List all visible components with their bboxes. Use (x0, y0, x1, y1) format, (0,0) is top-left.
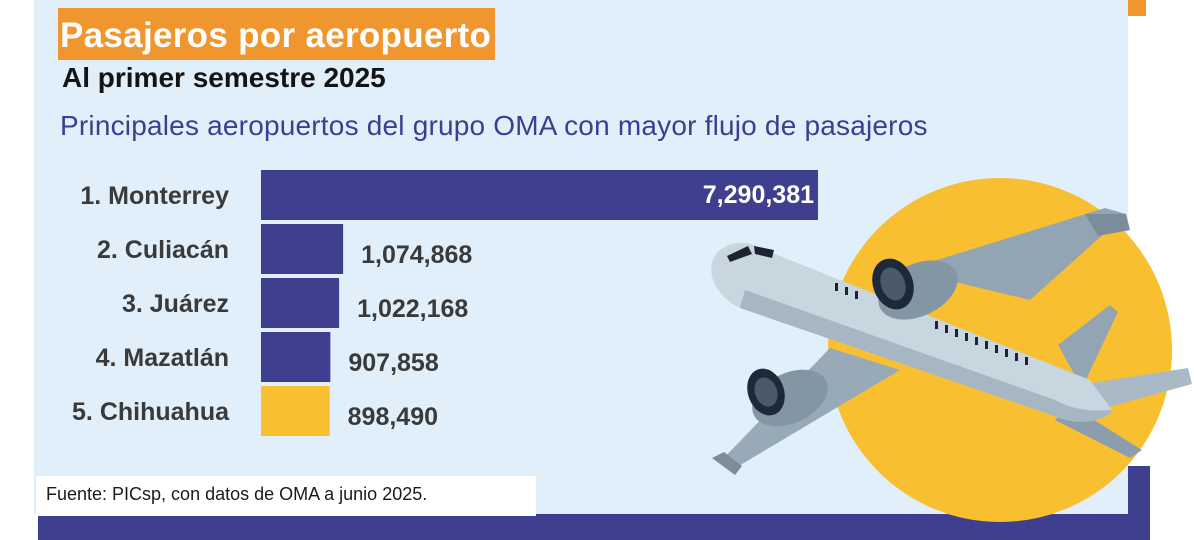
page-subtitle: Al primer semestre 2025 (62, 62, 386, 93)
title-banner: Pasajeros por aeropuerto (58, 8, 496, 60)
category-label-5: 5. Chihuahua (72, 398, 230, 426)
bar-5 (261, 386, 330, 436)
value-label-1: 7,290,381 (703, 181, 814, 209)
bar-4 (261, 332, 331, 382)
value-label-3: 1,022,168 (357, 295, 468, 323)
category-label-2: 2. Culiacán (97, 236, 229, 264)
category-label-4: 4. Mazatlán (96, 344, 229, 372)
bar-3 (261, 278, 340, 328)
airplane-illustration (711, 208, 1192, 475)
value-label-5: 898,490 (348, 403, 438, 431)
page-title: Pasajeros por aeropuerto (60, 16, 492, 55)
chart-description: Principales aeropuertos del grupo OMA co… (60, 110, 928, 141)
bar-1 (261, 170, 818, 220)
category-label-3: 3. Juárez (122, 290, 229, 318)
value-label-4: 907,858 (348, 349, 438, 377)
category-label-1: 1. Monterrey (80, 182, 229, 210)
bottom-accent-bar (38, 514, 1148, 540)
source-note: Fuente: PICsp, con datos de OMA a junio … (36, 476, 536, 516)
value-label-2: 1,074,868 (361, 241, 472, 269)
bar-2 (261, 224, 344, 274)
